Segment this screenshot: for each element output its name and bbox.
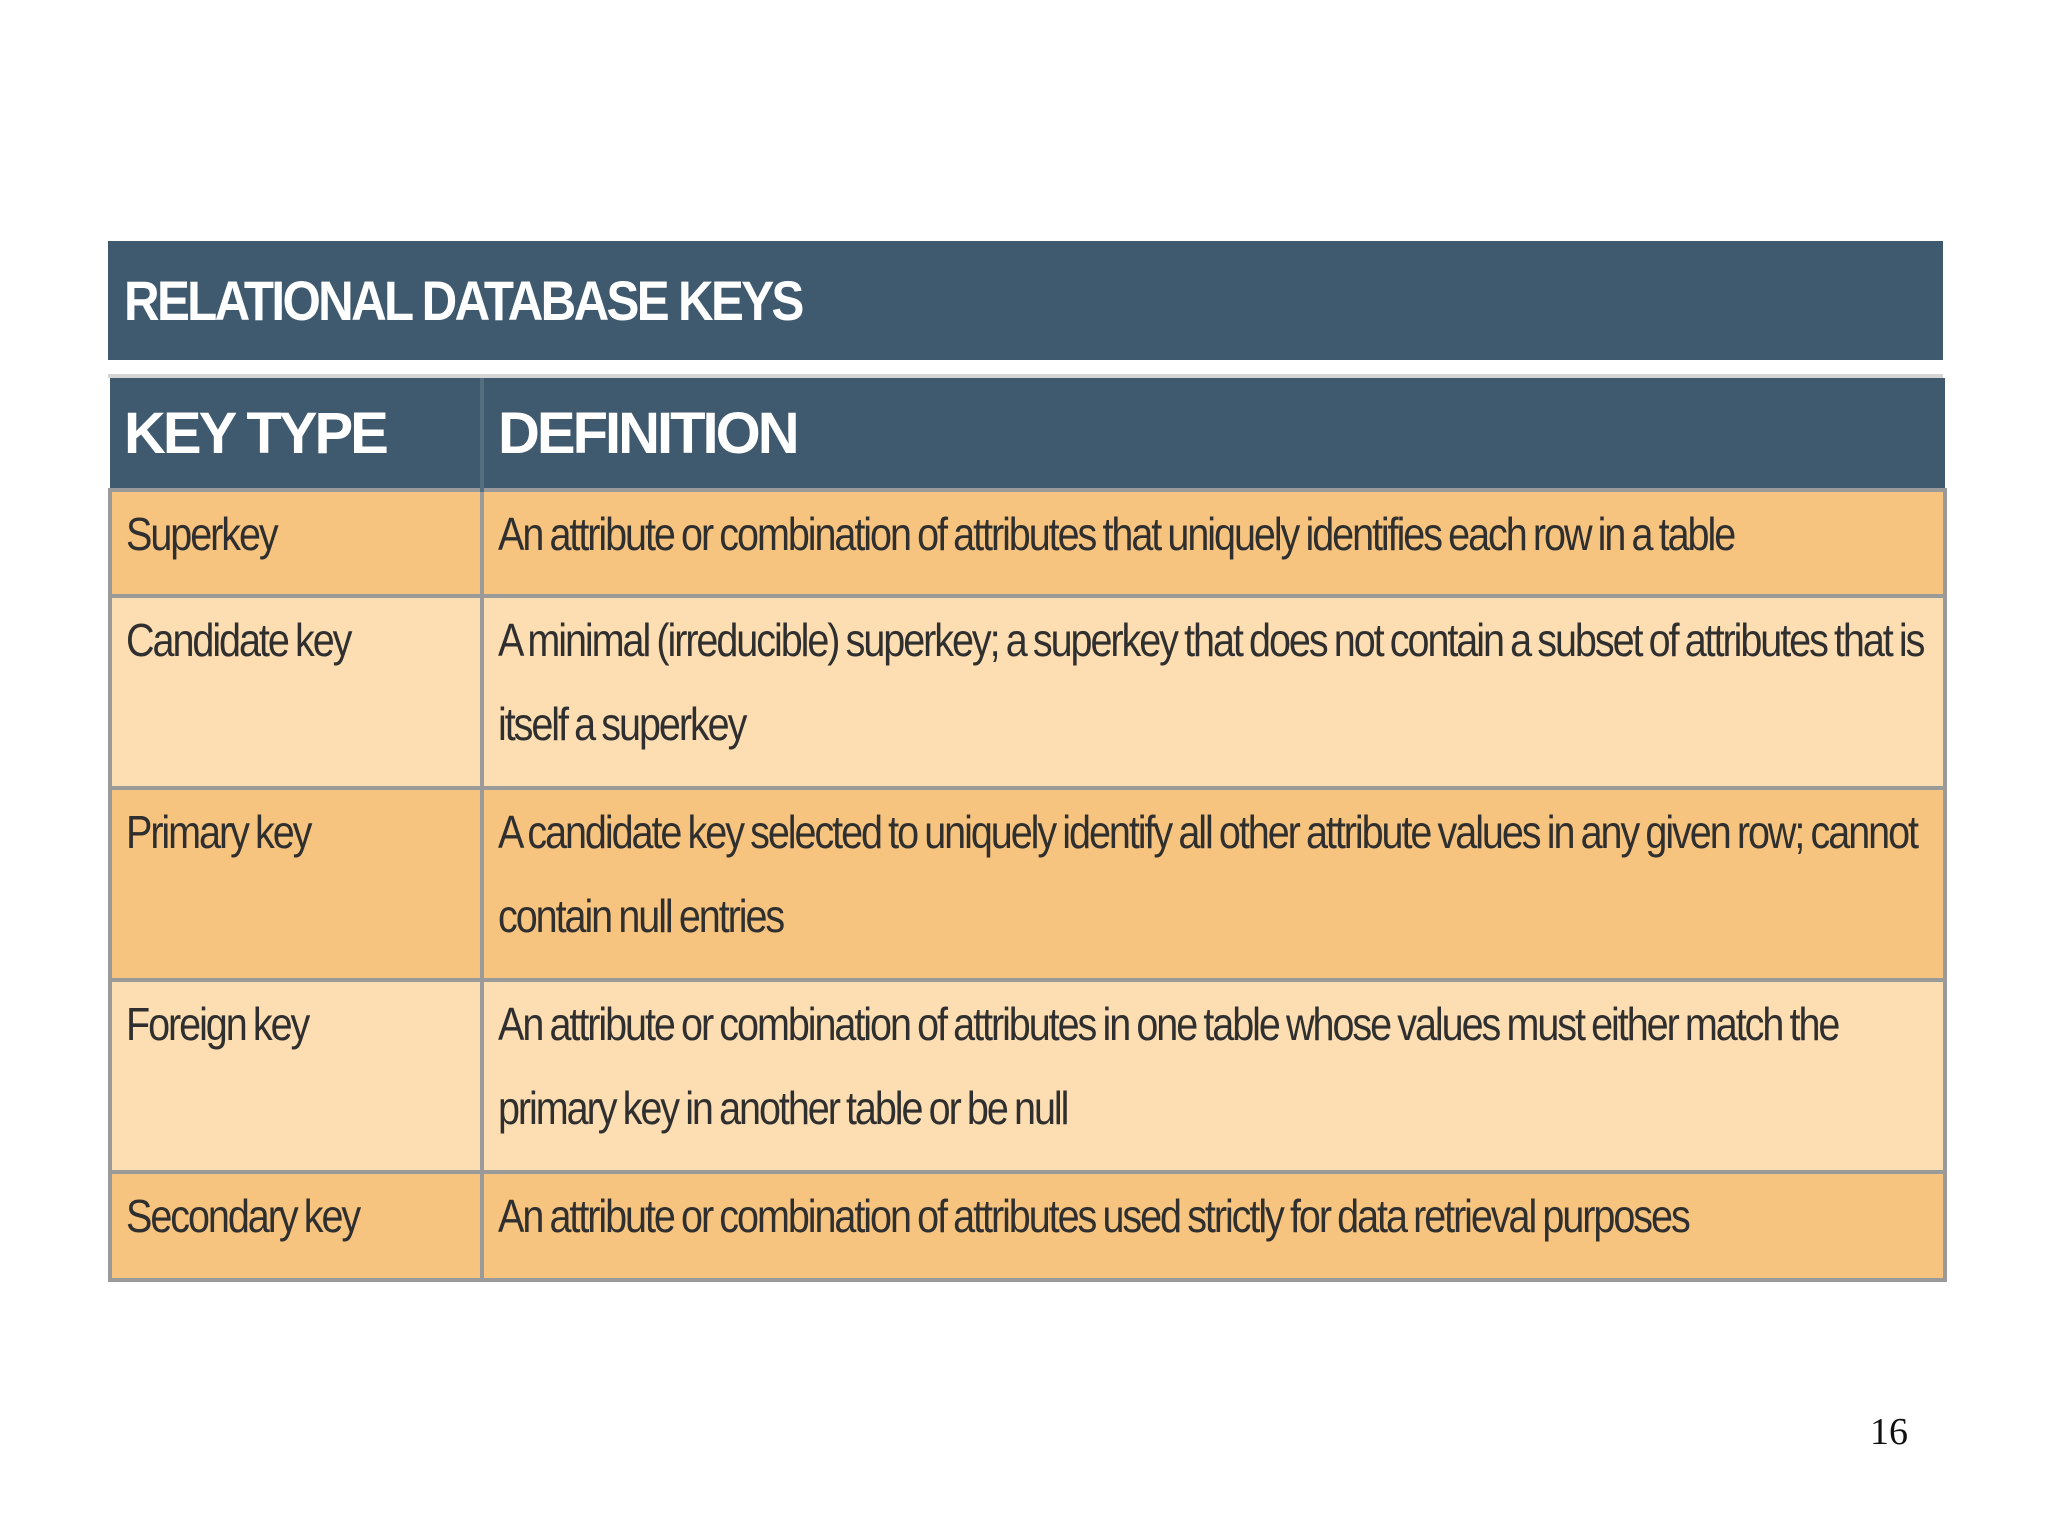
key-type-foreign: Foreign key [126,998,310,1050]
header-key-type: KEY TYPE [110,378,484,490]
table-title-bar: RELATIONAL DATABASE KEYS [108,241,1943,360]
table-row: Secondary key An attribute or combinatio… [108,1170,1947,1282]
key-type-superkey: Superkey [126,508,279,560]
key-type-candidate: Candidate key [126,614,352,666]
key-type-secondary: Secondary key [126,1190,361,1242]
definition-cell: A minimal (irreducible) superkey; a supe… [480,594,1947,788]
page-number: 16 [1870,1411,1908,1453]
table-row: Candidate key A minimal (irreducible) su… [108,594,1947,788]
title-divider [108,360,1943,378]
definition-cell: An attribute or combination of attribute… [480,978,1947,1172]
definition-foreign: An attribute or combination of attribute… [498,998,1840,1134]
relational-database-keys-table: RELATIONAL DATABASE KEYS KEY TYPE DEFINI… [108,241,1947,1282]
table-row: Primary key A candidate key selected to … [108,786,1947,980]
table-row: Foreign key An attribute or combination … [108,978,1947,1172]
table-title: RELATIONAL DATABASE KEYS [124,269,804,332]
keys-table: KEY TYPE DEFINITION Superkey An attribut… [108,378,1947,1282]
key-type-cell: Superkey [108,488,484,596]
table-header-row: KEY TYPE DEFINITION [110,378,1945,490]
header-definition: DEFINITION [482,378,1945,490]
definition-cell: An attribute or combination of attribute… [480,1170,1947,1282]
definition-candidate: A minimal (irreducible) superkey; a supe… [498,614,1925,750]
key-type-cell: Candidate key [108,594,484,788]
table-row: Superkey An attribute or combination of … [108,488,1947,596]
definition-cell: An attribute or combination of attribute… [480,488,1947,596]
key-type-cell: Primary key [108,786,484,980]
definition-cell: A candidate key selected to uniquely ide… [480,786,1947,980]
definition-primary: A candidate key selected to uniquely ide… [498,806,1919,942]
key-type-primary: Primary key [126,806,312,858]
definition-secondary: An attribute or combination of attribute… [498,1190,1691,1242]
key-type-cell: Secondary key [108,1170,484,1282]
key-type-cell: Foreign key [108,978,484,1172]
definition-superkey: An attribute or combination of attribute… [498,508,1736,560]
